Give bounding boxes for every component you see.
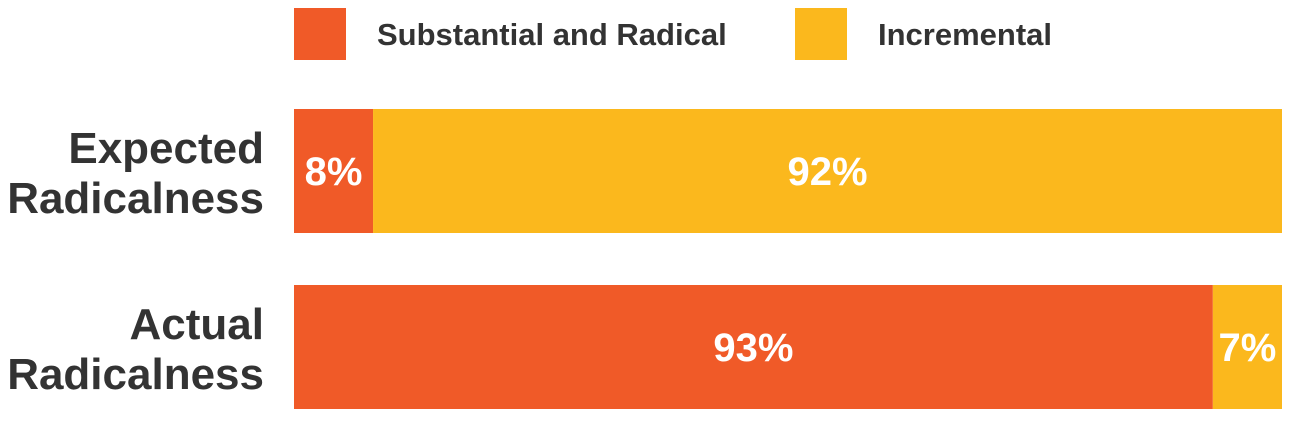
data-label-1-0: 93% bbox=[713, 326, 793, 370]
category-label-1-1: Radicalness bbox=[7, 350, 264, 399]
legend-swatch-1 bbox=[795, 8, 847, 60]
legend-swatch-0 bbox=[294, 8, 346, 60]
category-label-0-1: Radicalness bbox=[7, 174, 264, 223]
legend: Substantial and Radical Incremental bbox=[294, 8, 1052, 60]
bar-1-1 bbox=[1212, 285, 1282, 409]
bar-0-1 bbox=[373, 109, 1282, 233]
category-label-1-0: Actual bbox=[130, 300, 264, 349]
data-label-0-1: 92% bbox=[787, 150, 867, 194]
legend-label-1: Incremental bbox=[878, 17, 1052, 52]
data-label-1-1: 7% bbox=[1219, 326, 1277, 370]
data-label-0-0: 8% bbox=[305, 150, 363, 194]
bar-1-0 bbox=[294, 285, 1213, 409]
legend-label-0: Substantial and Radical bbox=[377, 17, 727, 52]
category-label-0-0: Expected bbox=[68, 124, 264, 173]
bar-0-0 bbox=[294, 109, 374, 233]
plot-area: 8% 92% 93% 7% bbox=[294, 109, 1282, 409]
